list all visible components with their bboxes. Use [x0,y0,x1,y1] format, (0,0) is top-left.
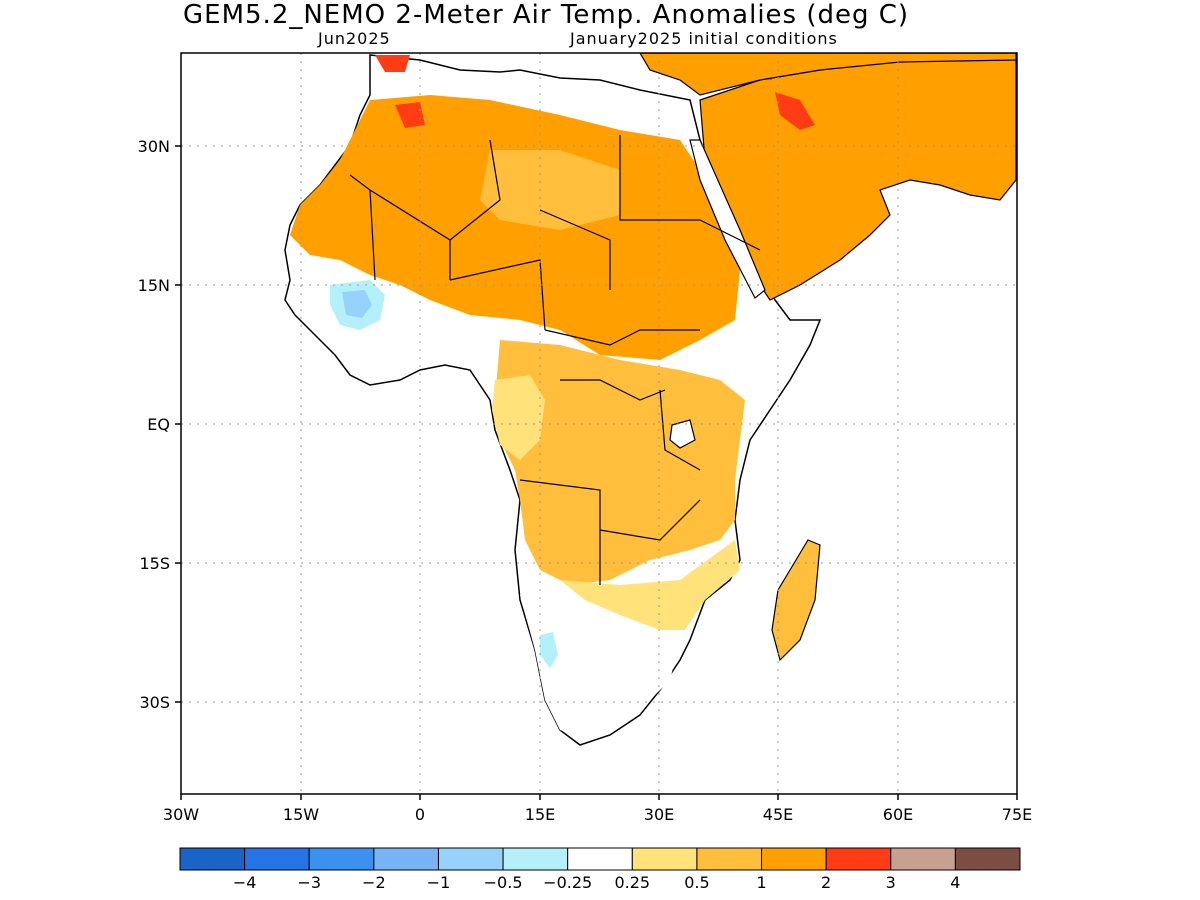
lon-label: 30E [644,805,674,824]
hotspot-iberia [375,55,410,72]
colorbar-swatch [502,847,569,871]
colorbar-swatch [308,847,375,871]
colorbar-label: −1 [427,873,451,892]
lat-label: EQ [147,415,170,434]
map-plot-area [284,53,1017,746]
colorbar-swatch [373,847,439,871]
colorbar-swatch [567,847,633,871]
colorbar [179,847,1021,871]
lon-label: 45E [763,805,793,824]
anomaly-north-africa [290,95,740,360]
colorbar-swatch [437,847,504,871]
anomaly-south-africa-neutral [520,595,680,740]
colorbar-label: −0.25 [543,873,592,892]
lat-label: 15N [138,276,170,295]
colorbar-swatch [631,847,698,871]
colorbar-label: 2 [821,873,831,892]
colorbar-swatch [761,847,827,871]
lat-label: 30N [138,137,170,156]
colorbar-label: 1 [756,873,766,892]
europe-fragment [639,53,1017,96]
colorbar-labels: −4 −3 −2 −1 −0.5 −0.25 0.25 0.5 1 2 3 4 [233,873,961,892]
lon-label: 30W [163,805,199,824]
anomaly-southern-yellow [560,540,740,630]
lon-labels: 30W 15W 0 15E 30E 45E 60E 75E [163,805,1032,824]
anomaly-sahara-band [480,150,620,230]
colorbar-label: 4 [950,873,960,892]
map-title: GEM5.2_NEMO 2-Meter Air Temp. Anomalies … [183,0,910,30]
lat-labels: 30N 15N EQ 15S 30S [138,137,170,712]
anomaly-west-africa-cold-core [342,290,372,318]
lon-label: 15E [525,805,555,824]
lat-label: 30S [139,693,170,712]
colorbar-swatch [954,847,1021,871]
colorbar-label: −2 [362,873,386,892]
colorbar-label: −0.5 [484,873,523,892]
country-borders [349,135,761,585]
hotspot-north-africa [395,102,425,128]
lon-label: 0 [415,805,425,824]
axis-ticks [175,145,1018,800]
valid-month-label: Jun2025 [318,29,391,48]
lon-label: 15W [283,805,319,824]
colorbar-label: −4 [233,873,257,892]
colorbar-label: 3 [886,873,896,892]
lake-victoria [669,419,696,449]
colorbar-swatch [890,847,956,871]
lat-label: 15S [139,554,170,573]
graticule-grid [181,53,1017,794]
madagascar [771,539,821,662]
red-sea [689,139,766,299]
colorbar-label: 0.5 [684,873,709,892]
anomaly-central-africa [495,340,745,585]
anomaly-namibia-cold [540,632,558,668]
colorbar-swatch [696,847,763,871]
colorbar-label: 0.25 [614,873,650,892]
colorbar-swatch [244,847,310,871]
init-conditions-label: January2025 initial conditions [570,29,838,48]
anomaly-west-central-yellow [492,375,545,460]
lon-label: 60E [883,805,913,824]
colorbar-label: −3 [297,873,321,892]
colorbar-swatch [825,847,892,871]
colorbar-swatch [179,847,246,871]
hotspot-iraq [775,92,815,130]
lon-label: 75E [1002,805,1032,824]
